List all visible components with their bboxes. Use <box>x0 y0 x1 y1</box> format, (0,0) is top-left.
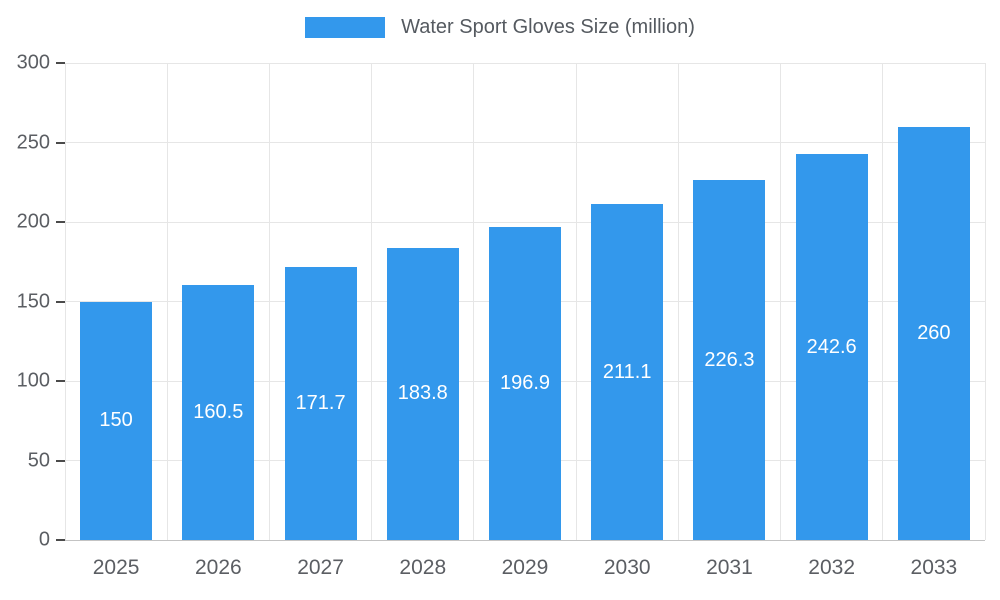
y-axis-label: 300 <box>16 51 50 74</box>
y-axis-label: 0 <box>38 528 50 551</box>
y-axis-label: 150 <box>16 290 50 312</box>
gridline-vertical <box>882 63 884 540</box>
legend-label[interactable]: Water Sport Gloves Size (million) <box>401 16 695 38</box>
x-axis-label: 2025 <box>92 556 140 579</box>
bar-value-label: 242.6 <box>806 335 857 358</box>
bar[interactable]: 242.6 <box>795 154 868 540</box>
y-axis-tick <box>56 300 65 303</box>
bar-value-label: 171.7 <box>295 391 346 414</box>
gridline-vertical <box>166 63 168 540</box>
x-axis-label: 2031 <box>706 556 753 579</box>
gridline-vertical <box>780 63 782 540</box>
x-axis-label: 2029 <box>501 556 549 579</box>
x-axis-label: 2032 <box>808 556 856 579</box>
gridline-horizontal <box>65 142 985 143</box>
gridline-vertical <box>984 63 986 540</box>
gridline-vertical <box>677 63 679 540</box>
gridline-vertical <box>473 63 475 540</box>
y-axis-label: 50 <box>27 449 50 471</box>
bar[interactable]: 160.5 <box>182 284 255 540</box>
y-axis-label: 200 <box>16 210 50 233</box>
y-axis-tick <box>56 221 65 223</box>
x-axis-label: 2027 <box>297 556 344 579</box>
x-axis-label: 2030 <box>603 556 651 579</box>
gridline-vertical <box>64 63 66 540</box>
y-axis-label: 250 <box>16 131 50 153</box>
bar-value-label: 226.3 <box>704 348 755 371</box>
y-axis-label: 100 <box>16 369 50 392</box>
bar[interactable]: 171.7 <box>284 266 357 540</box>
bar[interactable]: 226.3 <box>693 180 766 540</box>
bar-value-label: 260 <box>917 321 951 344</box>
bar-value-label: 150 <box>99 409 133 432</box>
bar[interactable]: 211.1 <box>591 204 664 540</box>
y-axis-tick <box>56 539 65 541</box>
bar-value-label: 183.8 <box>397 382 448 405</box>
bar-value-label: 160.5 <box>193 400 244 423</box>
gridline-horizontal <box>65 221 985 223</box>
bar[interactable]: 150 <box>80 301 153 540</box>
y-axis-tick <box>56 380 65 382</box>
x-axis-label: 2028 <box>399 556 447 579</box>
x-axis-label: 2026 <box>194 556 242 579</box>
bar[interactable]: 183.8 <box>386 247 459 540</box>
bar[interactable]: 260 <box>897 126 970 540</box>
bar[interactable]: 196.9 <box>489 226 561 540</box>
chart-legend[interactable]: Water Sport Gloves Size (million) <box>0 16 1000 39</box>
gridline-vertical <box>575 63 577 540</box>
gridline-vertical <box>371 63 373 540</box>
legend-swatch[interactable] <box>305 17 386 38</box>
x-axis-label: 2033 <box>910 556 958 579</box>
y-axis-tick <box>56 459 65 462</box>
bar-value-label: 196.9 <box>499 371 551 394</box>
gridline-horizontal <box>65 62 985 64</box>
gridline-vertical <box>268 63 270 540</box>
y-axis-tick <box>56 141 65 144</box>
gridline-horizontal <box>65 539 985 541</box>
y-axis-tick <box>56 62 65 64</box>
bar-value-label: 211.1 <box>602 360 652 383</box>
